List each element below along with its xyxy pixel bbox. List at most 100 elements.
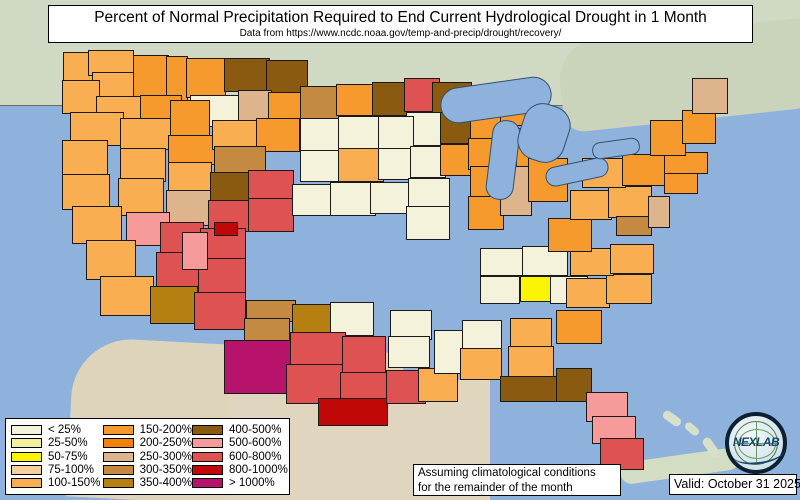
- legend-item: 150-200%: [102, 423, 192, 436]
- legend-swatch-icon: [102, 438, 134, 449]
- drought-region-vt-nh: [650, 120, 686, 156]
- drought-region-tx-e: [342, 336, 386, 376]
- legend-label: 25-50%: [48, 437, 88, 450]
- legend-swatch-icon: [102, 464, 134, 475]
- legend-columns: < 25% 25-50% 50-75% 75-100% 100-150% 150-200%…: [11, 423, 288, 490]
- legend-label: > 1000%: [229, 477, 275, 490]
- drought-region-va-e: [610, 244, 654, 274]
- drought-region-ca-n: [62, 140, 108, 178]
- drought-region-ca-nc: [62, 174, 110, 210]
- legend-label: 600-800%: [229, 450, 282, 463]
- drought-region-mo-s: [406, 206, 450, 240]
- legend-item: 25-50%: [11, 436, 103, 449]
- logo-text: NEXLAB: [732, 435, 780, 449]
- legend-label: < 25%: [48, 423, 81, 436]
- assumption-note-box: Assuming climatological conditions for t…: [413, 464, 621, 496]
- drought-region-mt-nw: [186, 58, 226, 98]
- legend-swatch-icon: [11, 424, 42, 435]
- drought-region-ca-c: [72, 206, 122, 244]
- legend-box: < 25% 25-50% 50-75% 75-100% 100-150% 150-200%…: [5, 418, 290, 495]
- drought-region-mo-n: [408, 178, 450, 210]
- drought-region-az-s: [150, 286, 198, 324]
- legend-swatch-icon: [102, 424, 134, 435]
- legend-label: 350-400%: [139, 477, 192, 490]
- valid-date-text: Valid: October 31 2025: [674, 477, 800, 491]
- drought-region-ar-n: [390, 310, 432, 340]
- drought-region-ny-e: [622, 154, 668, 186]
- drought-region-il-s: [468, 196, 504, 230]
- legend-swatch-icon: [11, 451, 42, 462]
- nexlab-logo-icon: NEXLAB: [725, 412, 787, 474]
- drought-region-tx-n: [290, 332, 346, 368]
- legend-label: 150-200%: [139, 423, 192, 436]
- drought-region-pa-e: [608, 186, 652, 218]
- legend-swatch-icon: [102, 451, 134, 462]
- drought-region-ct-ri: [664, 172, 698, 194]
- drought-region-tn-w: [480, 276, 520, 304]
- drought-region-nm-dkred: [214, 222, 238, 236]
- legend-column-1: < 25% 25-50% 50-75% 75-100% 100-150%: [11, 423, 103, 490]
- drought-region-nv-n: [120, 148, 166, 182]
- assumption-line-2: for the remainder of the month: [418, 482, 573, 494]
- legend-label: 300-350%: [139, 463, 192, 476]
- drought-region-nc-w: [566, 278, 610, 308]
- legend-item: 350-400%: [102, 477, 192, 490]
- drought-region-al-s: [460, 348, 502, 380]
- drought-region-va-w: [570, 248, 614, 276]
- legend-item: < 25%: [11, 423, 103, 436]
- drought-region-ut-s: [166, 190, 212, 226]
- drought-region-ca-sc: [86, 240, 136, 280]
- valid-date-box: Valid: October 31 2025: [669, 474, 800, 495]
- legend-item: > 1000%: [192, 477, 284, 490]
- legend-label: 50-75%: [48, 450, 88, 463]
- drought-region-co-se: [248, 198, 294, 232]
- drought-region-mt-n: [224, 58, 270, 92]
- map-data-source: Data from https://www.ncdc.noaa.gov/temp…: [239, 28, 562, 39]
- map-title-box: Percent of Normal Precipitation Required…: [48, 5, 753, 43]
- legend-item: 400-500%: [192, 423, 284, 436]
- drought-region-ar-s: [388, 336, 430, 368]
- legend-column-2: 150-200% 200-250% 250-300% 300-350% 350-400%: [102, 423, 192, 490]
- drought-region-pa-w: [570, 190, 612, 220]
- map-title: Percent of Normal Precipitation Required…: [94, 9, 707, 26]
- drought-region-sd-w: [300, 118, 344, 152]
- legend-item: 300-350%: [102, 463, 192, 476]
- drought-region-tx-w: [224, 340, 294, 394]
- drought-region-id-c: [170, 100, 210, 140]
- legend-label: 250-300%: [139, 450, 192, 463]
- drought-region-ks-w: [292, 184, 336, 216]
- legend-label: 100-150%: [48, 477, 101, 490]
- legend-item: 800-1000%: [192, 463, 288, 476]
- drought-region-nd-e: [372, 82, 410, 116]
- drought-region-nm-s: [194, 292, 246, 330]
- legend-swatch-icon: [11, 478, 42, 489]
- drought-region-wy-s: [214, 146, 266, 174]
- drought-region-sc: [556, 310, 602, 344]
- drought-region-ma: [664, 152, 708, 174]
- legend-label: 500-600%: [229, 437, 282, 450]
- legend-item: 600-800%: [192, 450, 284, 463]
- drought-region-tx-gulf: [318, 398, 388, 426]
- drought-region-nj: [648, 196, 670, 228]
- drought-region-ks-e: [370, 182, 412, 214]
- legend-swatch-icon: [192, 424, 223, 435]
- drought-region-fl-pan: [500, 376, 558, 402]
- drought-region-ok-e: [330, 302, 374, 336]
- drought-region-ne-c: [338, 148, 384, 182]
- drought-region-sd-e: [378, 116, 414, 150]
- drought-region-me-s: [682, 110, 716, 144]
- drought-region-nc-e: [606, 274, 652, 304]
- drought-region-nm-pink: [182, 232, 208, 270]
- drought-region-ga-s: [508, 346, 554, 380]
- legend-item: 500-600%: [192, 436, 284, 449]
- logo-ellipse: [738, 429, 776, 459]
- legend-swatch-icon: [11, 438, 42, 449]
- legend-label: 800-1000%: [229, 463, 288, 476]
- drought-region-or-nw: [62, 80, 100, 114]
- legend-item: 75-100%: [11, 463, 103, 476]
- legend-label: 200-250%: [139, 437, 192, 450]
- legend-column-3: 400-500% 500-600% 600-800% 800-1000% > 1000%: [192, 423, 288, 490]
- drought-region-ok-w: [292, 304, 334, 336]
- legend-item: 50-75%: [11, 450, 103, 463]
